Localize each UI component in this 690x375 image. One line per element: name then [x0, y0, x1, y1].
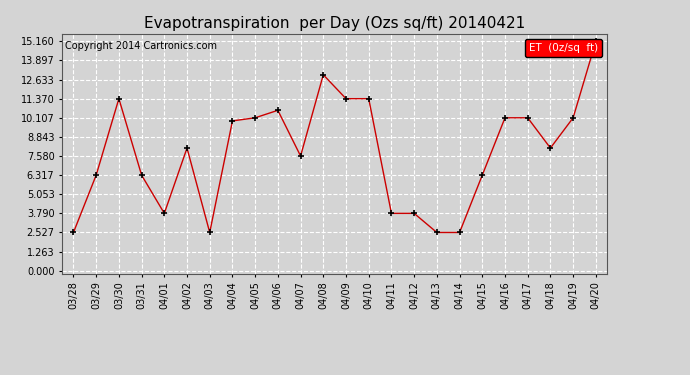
- Legend: ET  (0z/sq  ft): ET (0z/sq ft): [524, 39, 602, 57]
- Title: Evapotranspiration  per Day (Ozs sq/ft) 20140421: Evapotranspiration per Day (Ozs sq/ft) 2…: [144, 16, 525, 31]
- Text: Copyright 2014 Cartronics.com: Copyright 2014 Cartronics.com: [65, 41, 217, 51]
